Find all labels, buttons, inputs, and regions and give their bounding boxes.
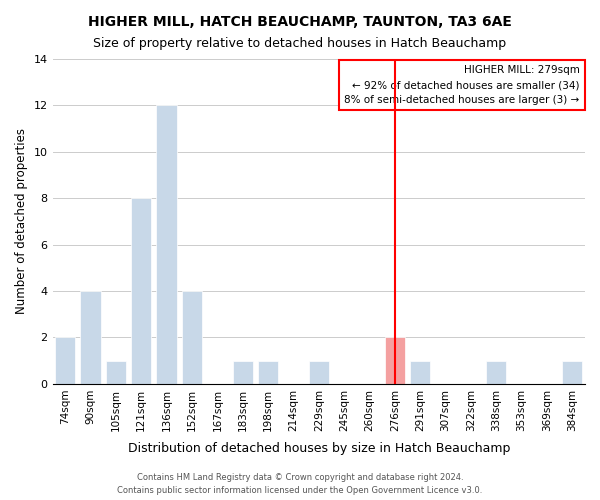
Bar [385,338,405,384]
Text: Size of property relative to detached houses in Hatch Beauchamp: Size of property relative to detached ho… [94,38,506,51]
Bar [157,106,177,384]
Bar [106,360,126,384]
Bar [410,360,430,384]
Bar [131,198,151,384]
Bar [562,360,583,384]
Text: HIGHER MILL: 279sqm
← 92% of detached houses are smaller (34)
8% of semi-detache: HIGHER MILL: 279sqm ← 92% of detached ho… [344,66,580,105]
Bar [182,291,202,384]
Bar [233,360,253,384]
Bar [308,360,329,384]
Bar [55,338,76,384]
Bar [258,360,278,384]
X-axis label: Distribution of detached houses by size in Hatch Beauchamp: Distribution of detached houses by size … [128,442,510,455]
Y-axis label: Number of detached properties: Number of detached properties [15,128,28,314]
Bar [80,291,101,384]
Text: Contains HM Land Registry data © Crown copyright and database right 2024.
Contai: Contains HM Land Registry data © Crown c… [118,474,482,495]
Bar [486,360,506,384]
Text: HIGHER MILL, HATCH BEAUCHAMP, TAUNTON, TA3 6AE: HIGHER MILL, HATCH BEAUCHAMP, TAUNTON, T… [88,15,512,29]
